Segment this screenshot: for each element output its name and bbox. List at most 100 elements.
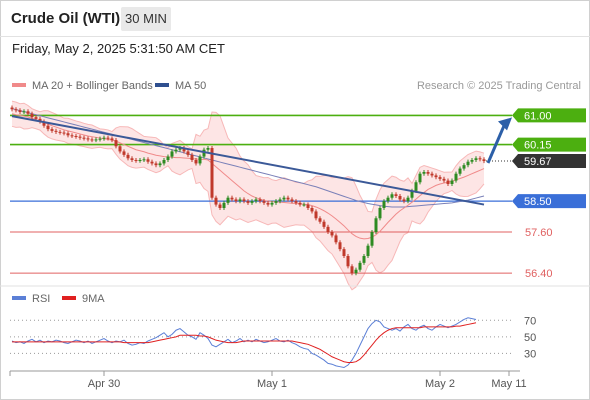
level-tag-text-57-60: 57.60	[525, 227, 553, 239]
candle-body	[74, 136, 78, 137]
candle-body	[258, 199, 262, 202]
candle-body	[282, 197, 286, 200]
rsi-legend-label: RSI	[32, 293, 51, 305]
candle-body	[378, 208, 382, 219]
candle-body	[390, 194, 394, 198]
candle-body	[206, 148, 210, 150]
candle-body	[94, 139, 98, 141]
candle-body	[102, 137, 106, 139]
ma9-swatch	[62, 296, 76, 301]
bollinger-lower	[11, 125, 485, 291]
candle-body	[434, 175, 438, 178]
forecast-arrow-shaft	[486, 122, 507, 164]
candle-body	[338, 242, 342, 250]
candle-body	[146, 159, 150, 162]
candle-body	[286, 197, 290, 200]
candle-body	[154, 163, 158, 166]
candle-body	[106, 137, 110, 139]
candle-body	[126, 154, 130, 159]
candle-body	[310, 208, 314, 212]
candle-body	[210, 148, 214, 198]
candle-body	[342, 249, 346, 256]
candle-body	[66, 133, 70, 136]
candle-body	[218, 204, 222, 208]
candle-body	[198, 156, 202, 164]
ma20-legend-label: MA 20 + Bollinger Bands	[32, 80, 153, 92]
candle-body	[402, 199, 406, 202]
ma50-swatch	[155, 83, 169, 88]
candle-body	[86, 138, 90, 140]
ma20-line	[11, 113, 485, 240]
candle-body	[82, 137, 86, 139]
candle-body	[238, 199, 242, 202]
bollinger-upper	[11, 100, 485, 213]
level-tag-text-61-00: 61.00	[524, 110, 552, 122]
legend-ma50: MA 50	[155, 80, 206, 92]
chart-header: Crude Oil (WTI) 30 MIN	[0, 0, 590, 36]
candle-body	[230, 197, 234, 200]
candles	[10, 105, 486, 276]
rsi-tick-label-30: 30	[524, 348, 536, 360]
candle-body	[334, 235, 338, 243]
candle-body	[214, 197, 218, 205]
candle-body	[430, 173, 434, 176]
x-tick-label: Apr 30	[88, 378, 120, 390]
candle-body	[314, 211, 318, 219]
candle-body	[226, 197, 230, 203]
candle-body	[278, 199, 282, 202]
rsi-line	[11, 317, 477, 369]
candle-body	[70, 135, 74, 137]
candle-body	[158, 163, 162, 166]
candle-body	[30, 113, 34, 118]
candle-body	[298, 202, 302, 205]
candle-body	[454, 173, 458, 181]
ma9-legend-label: 9MA	[82, 293, 105, 305]
candle-body	[482, 159, 486, 162]
forecast-arrow-head	[498, 117, 512, 131]
candle-body	[370, 232, 374, 246]
candle-body	[166, 156, 170, 160]
candle-body	[110, 138, 114, 141]
candle-body	[246, 201, 250, 203]
level-tag-text-56-40: 56.40	[525, 268, 553, 280]
candle-body	[422, 172, 426, 174]
instrument-title: Crude Oil (WTI)	[11, 10, 121, 27]
level-tag-58-50	[512, 194, 586, 209]
candle-body	[190, 154, 194, 160]
candle-body	[474, 158, 478, 160]
candle-body	[38, 118, 42, 122]
candle-body	[394, 194, 398, 196]
candle-body	[10, 107, 14, 110]
candle-body	[386, 197, 390, 202]
candle-body	[174, 149, 178, 152]
candle-body	[318, 218, 322, 222]
candle-body	[46, 125, 50, 130]
candle-body	[186, 151, 190, 155]
candle-body	[54, 130, 58, 132]
level-tag-60-15	[512, 137, 586, 152]
legend-rsi: RSI	[12, 293, 50, 305]
timeframe-button[interactable]: 30 MIN	[121, 7, 171, 31]
candle-body	[98, 138, 102, 140]
candle-body	[438, 177, 442, 179]
copyright-label: Research © 2025 Trading Central	[416, 80, 581, 92]
level-tag-59-67	[512, 154, 586, 169]
candle-body	[294, 201, 298, 203]
bollinger-band	[12, 101, 484, 290]
legend-9ma: 9MA	[62, 293, 105, 305]
candle-body	[134, 160, 138, 161]
candle-body	[322, 221, 326, 227]
candle-body	[290, 199, 294, 202]
candle-body	[358, 262, 362, 270]
candle-body	[382, 201, 386, 208]
candle-body	[366, 245, 370, 256]
candle-body	[130, 158, 134, 160]
candle-body	[222, 202, 226, 208]
level-tag-text-60-15: 60.15	[524, 140, 552, 152]
candle-body	[14, 109, 18, 111]
candle-body	[18, 110, 22, 112]
rsi-tick-label-70: 70	[524, 315, 536, 327]
candle-body	[462, 165, 466, 169]
level-tag-text-58-50: 58.50	[524, 196, 552, 208]
candle-body	[274, 201, 278, 203]
